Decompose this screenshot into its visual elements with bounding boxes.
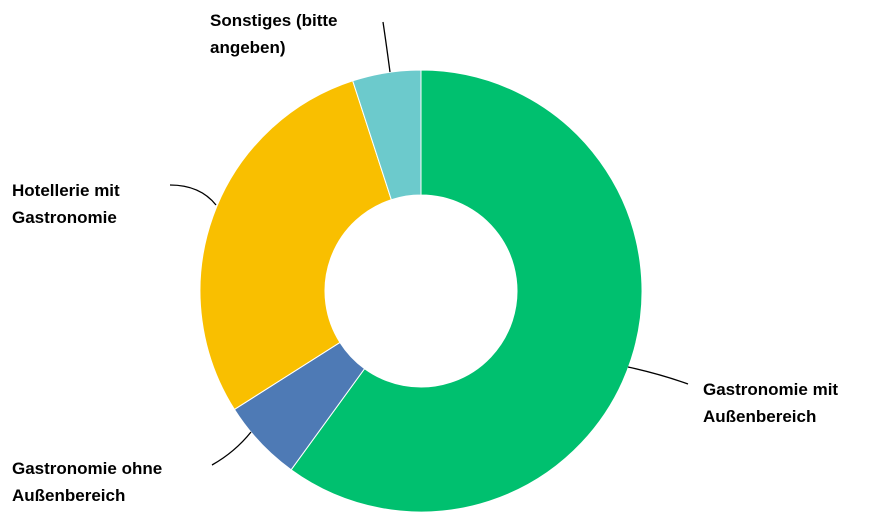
slice-label-line: Gastronomie: [12, 208, 117, 227]
leader-line-2: [169, 184, 217, 206]
slice-label-line: Sonstiges (bitte: [210, 11, 338, 30]
slice-label-line: angeben): [210, 38, 286, 57]
slice-label-hotellerie-mit-gastronomie: Hotellerie mit Gastronomie: [12, 177, 120, 231]
slice-label-line: Gastronomie ohne: [12, 459, 163, 478]
slice-label-gastronomie-ohne-aussenbereich: Gastronomie ohne Außenbereich: [12, 455, 162, 509]
donut-slice-gastronomie-mit-außenbereich: [290, 69, 643, 512]
leader-line-3: [382, 21, 391, 73]
slice-label-line: Gastronomie mit: [703, 380, 839, 399]
donut-slice-hotellerie-mit-gastronomie: [199, 80, 392, 411]
slice-label-line: Außenbereich: [12, 486, 126, 505]
leader-line-0: [627, 366, 689, 385]
slice-label-line: Außenbereich: [703, 407, 817, 426]
leader-line-1: [211, 431, 252, 466]
slice-label-sonstiges: Sonstiges (bitte angeben): [210, 7, 338, 61]
slice-label-gastronomie-mit-aussenbereich: Gastronomie mit Außenbereich: [703, 376, 838, 430]
slice-label-line: Hotellerie mit: [12, 181, 120, 200]
donut-slice-sonstiges-bitte-angeben-: [352, 69, 422, 201]
